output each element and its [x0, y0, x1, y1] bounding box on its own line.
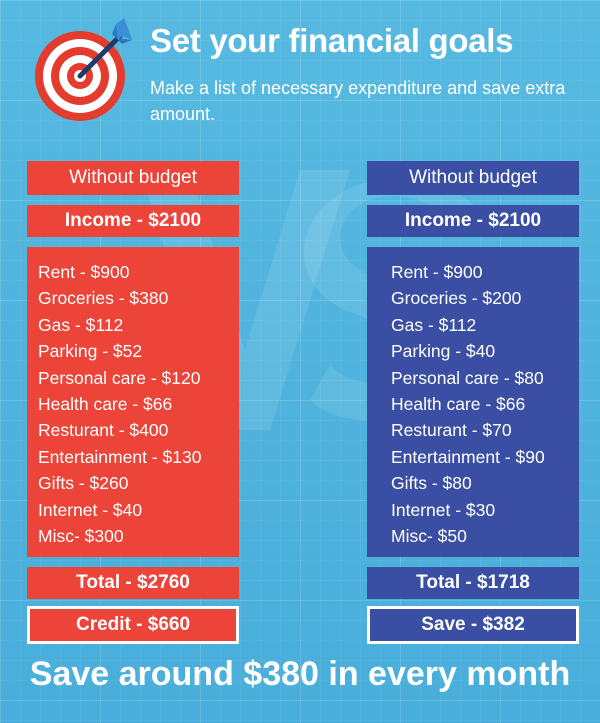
expense-item: Gifts - $80	[391, 473, 472, 494]
column-title: Without budget	[27, 161, 239, 195]
page-subtitle: Make a list of necessary expenditure and…	[150, 78, 566, 124]
expense-item: Parking - $40	[391, 341, 496, 362]
expense-item: Personal care - $120	[38, 367, 201, 388]
expense-item: Health care - $66	[38, 394, 173, 415]
expense-item: Gas - $112	[391, 314, 477, 335]
expense-list: Rent - $900 Groceries - $200 Gas - $112 …	[367, 247, 579, 557]
save-bar: Save - $382	[367, 606, 579, 644]
without-budget-column: Without budget Income - $2100 Rent - $90…	[27, 161, 239, 644]
credit-bar: Credit - $660	[27, 606, 239, 644]
income-bar: Income - $2100	[27, 205, 239, 237]
expense-item: Rent - $900	[391, 262, 483, 282]
expense-item: Gas - $112	[38, 314, 124, 335]
footer-caption: Save around $380 in every month	[29, 655, 571, 693]
expense-item: Internet - $30	[391, 499, 496, 520]
expense-item: Misc- $300	[38, 526, 124, 547]
expense-item: Gifts - $260	[38, 473, 129, 494]
column-title: Without budget	[367, 161, 579, 195]
expense-list: Rent - $900 Groceries - $380 Gas - $112 …	[27, 247, 239, 557]
expense-item: Rent - $900	[38, 262, 130, 282]
expense-item: Resturant - $70	[391, 420, 512, 441]
expense-item: Internet - $40	[38, 499, 143, 520]
expense-item: Entertainment - $130	[38, 446, 202, 467]
expense-item: Misc- $50	[391, 526, 467, 547]
expense-item: Resturant - $400	[38, 420, 169, 441]
expense-item: Groceries - $380	[38, 288, 169, 309]
expense-item: Entertainment - $90	[391, 446, 545, 467]
expense-item: Parking - $52	[38, 341, 143, 362]
page-title: Set your financial goals	[150, 22, 514, 59]
total-bar: Total - $2760	[27, 567, 239, 599]
income-bar: Income - $2100	[367, 205, 579, 237]
total-bar: Total - $1718	[367, 567, 579, 599]
expense-item: Groceries - $200	[391, 288, 522, 309]
with-budget-column: Without budget Income - $2100 Rent - $90…	[367, 161, 579, 644]
target-arrow-icon	[35, 18, 132, 121]
expense-item: Personal care - $80	[391, 367, 544, 388]
expense-item: Health care - $66	[391, 394, 526, 415]
